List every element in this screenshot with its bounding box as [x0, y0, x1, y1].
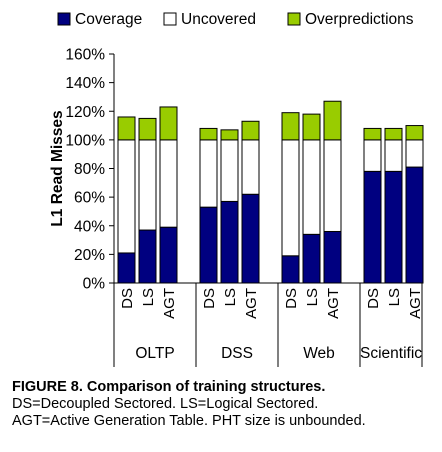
x-tick-label-ds: DS — [365, 288, 382, 309]
bar-scientific-ls-coverage — [384, 170, 403, 284]
bar-oltp-ds-uncovered — [117, 139, 136, 254]
group-label-scientific: Scientific — [360, 345, 422, 362]
bar-dss-ls-coverage — [220, 200, 239, 284]
y-tick-label: 60% — [74, 190, 105, 207]
chart: Coverage Uncovered Overpredictions 0% 20% 40%… — [49, 11, 424, 367]
bar-web-ds-uncovered — [281, 139, 300, 257]
x-tick-label-agt: AGT — [407, 288, 424, 319]
x-tick-label-ds: DS — [201, 288, 218, 309]
group-label-dss: DSS — [221, 345, 253, 362]
x-tick-label-ls: LS — [222, 288, 239, 306]
bar-oltp-ls-uncovered — [138, 139, 157, 231]
legend-swatch-overpredictions — [287, 12, 301, 26]
y-tick-label: 0% — [83, 276, 106, 293]
bar-scientific-ds-overpredictions — [363, 127, 382, 141]
x-tick-label-agt: AGT — [161, 288, 178, 319]
x-tick-label-agt: AGT — [325, 288, 342, 319]
legend-label-uncovered: Uncovered — [181, 11, 256, 28]
bar-dss-agt-uncovered — [241, 139, 260, 195]
y-tick-label: 80% — [74, 161, 105, 178]
group-label-oltp: OLTP — [135, 345, 174, 362]
group-label-web: Web — [303, 345, 335, 362]
y-tick-label: 20% — [74, 247, 105, 264]
x-tick-label-agt: AGT — [243, 288, 260, 319]
bar-dss-agt-coverage — [241, 193, 260, 284]
x-tick-label-ls: LS — [386, 288, 403, 306]
bar-scientific-agt-coverage — [405, 166, 424, 284]
bar-web-ls-coverage — [302, 233, 321, 284]
x-tick-label-ds: DS — [283, 288, 300, 309]
bar-scientific-agt-uncovered — [405, 139, 424, 168]
legend-label-overpredictions: Overpredictions — [305, 11, 414, 28]
bar-oltp-ds-overpredictions — [117, 116, 136, 141]
bar-web-ds-overpredictions — [281, 112, 300, 141]
figure-caption: FIGURE 8. Comparison of training structu… — [12, 379, 440, 430]
bar-dss-ds-coverage — [199, 206, 218, 284]
bar-scientific-ls-overpredictions — [384, 127, 403, 141]
y-axis-label: L1 Read Misses — [49, 110, 66, 226]
bar-web-agt-coverage — [323, 230, 342, 284]
y-tick-label: 40% — [74, 218, 105, 235]
caption-line-3: AGT=Active Generation Table. PHT size is… — [12, 413, 366, 429]
bar-oltp-ds-coverage — [117, 252, 136, 284]
bar-dss-ds-uncovered — [199, 139, 218, 208]
bar-dss-ds-overpredictions — [199, 127, 218, 141]
y-tick-label: 100% — [65, 132, 105, 149]
y-tick-label: 160% — [65, 47, 105, 64]
bar-oltp-agt-uncovered — [159, 139, 178, 228]
y-tick-label: 140% — [65, 75, 105, 92]
bar-scientific-ds-coverage — [363, 170, 382, 284]
bar-oltp-agt-overpredictions — [159, 106, 178, 141]
bar-web-agt-uncovered — [323, 139, 342, 232]
bar-web-ds-coverage — [281, 255, 300, 284]
caption-title: FIGURE 8. Comparison of training structu… — [12, 379, 326, 395]
x-tick-label-ls: LS — [304, 288, 321, 306]
x-tick-label-ds: DS — [119, 288, 136, 309]
bar-scientific-ls-uncovered — [384, 139, 403, 172]
bar-dss-ls-overpredictions — [220, 129, 239, 141]
x-tick-label-ls: LS — [140, 288, 157, 306]
legend-label-coverage: Coverage — [75, 11, 142, 28]
y-tick-label: 120% — [65, 104, 105, 121]
bar-oltp-agt-coverage — [159, 226, 178, 284]
legend-swatch-uncovered — [163, 12, 177, 26]
bar-dss-agt-overpredictions — [241, 120, 260, 141]
bar-dss-ls-uncovered — [220, 139, 239, 202]
bar-scientific-agt-overpredictions — [405, 125, 424, 141]
bar-oltp-ls-overpredictions — [138, 117, 157, 141]
bar-web-ls-overpredictions — [302, 113, 321, 141]
bar-web-ls-uncovered — [302, 139, 321, 235]
bar-web-agt-overpredictions — [323, 100, 342, 141]
caption-line-2: DS=Decoupled Sectored. LS=Logical Sector… — [12, 396, 319, 412]
bar-scientific-ds-uncovered — [363, 139, 382, 172]
bar-oltp-ls-coverage — [138, 229, 157, 284]
legend-swatch-coverage — [57, 12, 71, 26]
